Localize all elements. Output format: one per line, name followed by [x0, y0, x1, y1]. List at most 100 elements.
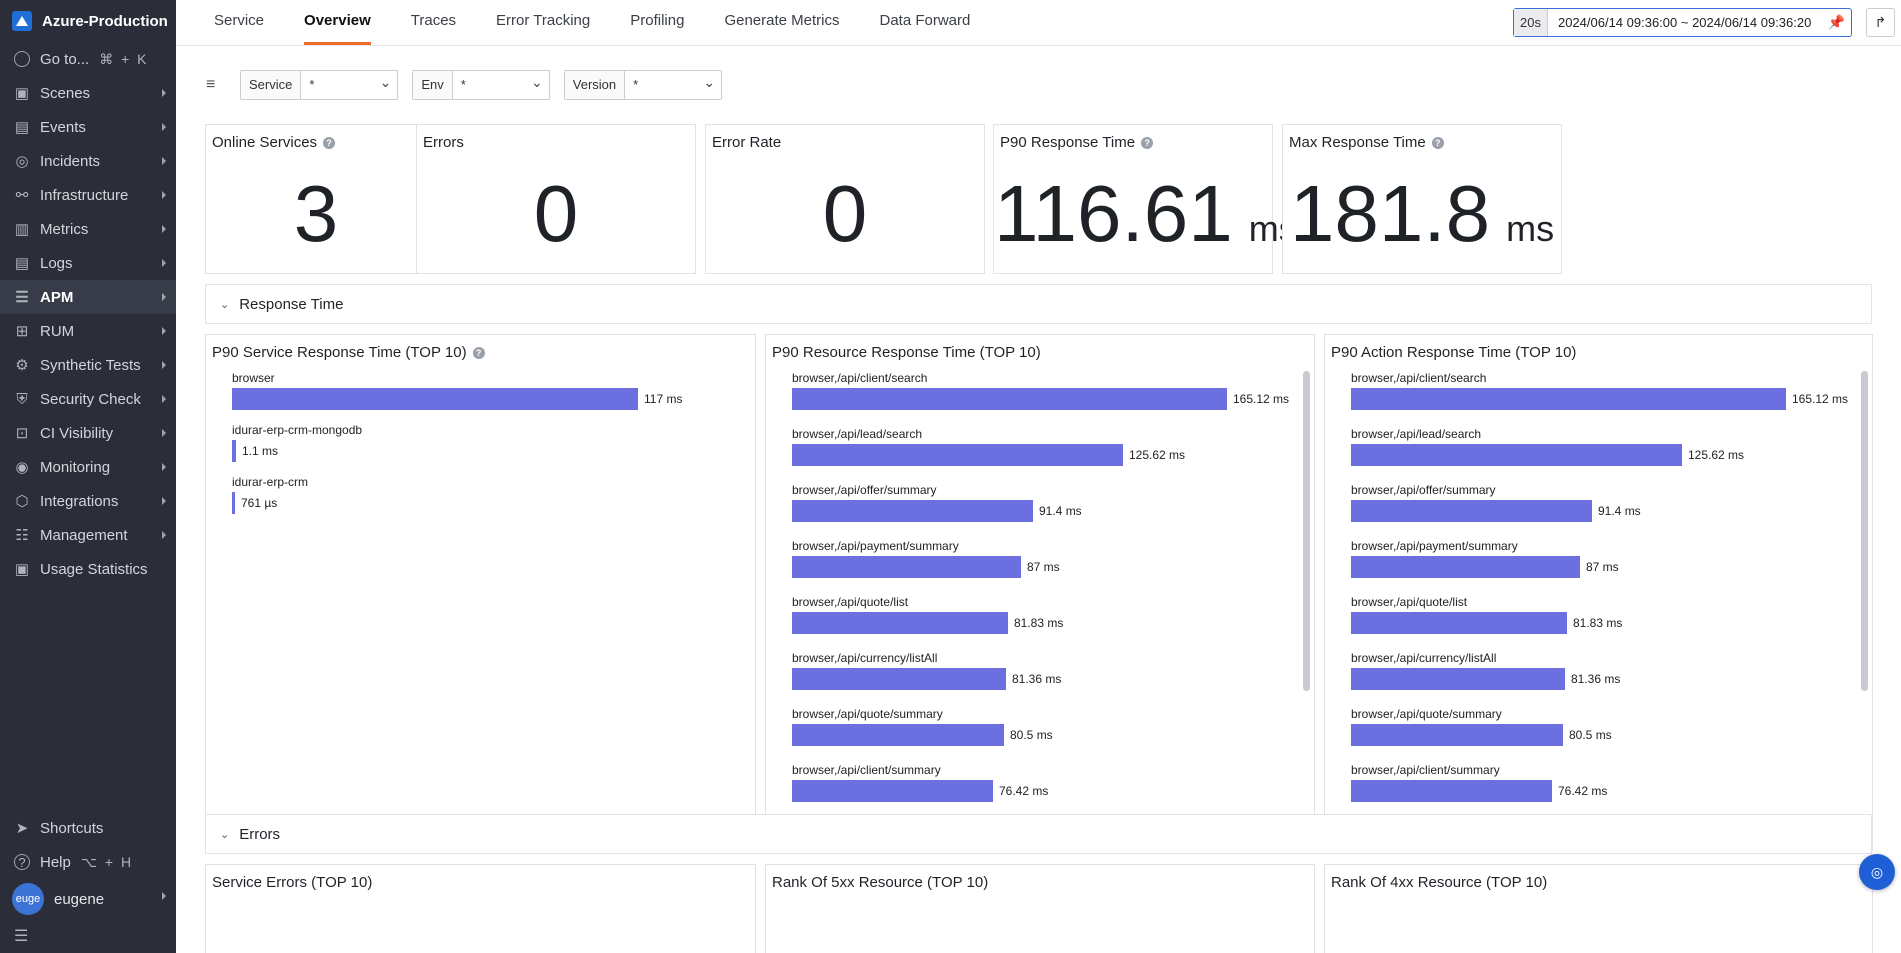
bar-row[interactable]: browser,/api/quote/list 81.83 ms: [792, 595, 1294, 651]
workspace-switcher[interactable]: Azure-Production: [0, 0, 176, 42]
tab-generate-metrics[interactable]: Generate Metrics: [724, 12, 840, 29]
user-menu[interactable]: euge eugene: [0, 879, 176, 919]
sidebar-item-synthetic-tests[interactable]: ⚙ Synthetic Tests: [0, 348, 176, 382]
bar[interactable]: [1351, 724, 1563, 746]
bar[interactable]: [792, 500, 1033, 522]
sidebar-item-management[interactable]: ☷ Management: [0, 518, 176, 552]
bar[interactable]: [232, 492, 235, 514]
sidebar-item-label: Logs: [40, 254, 73, 272]
filter-select[interactable]: *: [625, 68, 721, 99]
bar-row[interactable]: browser,/api/client/summary 76.42 ms: [1351, 763, 1852, 819]
bar-row[interactable]: browser,/api/quote/list 81.83 ms: [1351, 595, 1852, 651]
filter-select[interactable]: *: [453, 68, 549, 99]
sidebar-item-scenes[interactable]: ▣ Scenes: [0, 76, 176, 110]
scrollbar[interactable]: [1303, 371, 1311, 740]
sidebar-item-infrastructure[interactable]: ⚯ Infrastructure: [0, 178, 176, 212]
bar[interactable]: [1351, 500, 1592, 522]
bar[interactable]: [232, 388, 638, 410]
scrollbar-thumb[interactable]: [1861, 371, 1868, 691]
bar[interactable]: [1351, 668, 1565, 690]
bar[interactable]: [792, 724, 1004, 746]
filter-env[interactable]: Env *: [412, 68, 550, 100]
tab-traces[interactable]: Traces: [410, 12, 457, 29]
tab-overview[interactable]: Overview: [284, 0, 391, 46]
screenshot-feedback-button[interactable]: ◎: [1859, 854, 1895, 890]
bar-row[interactable]: idurar-erp-crm 761 µs: [232, 475, 735, 527]
sidebar-item-rum[interactable]: ⊞ RUM: [0, 314, 176, 348]
bar[interactable]: [792, 612, 1008, 634]
bar[interactable]: [1351, 780, 1552, 802]
filter-select[interactable]: *: [301, 68, 397, 99]
pin-icon[interactable]: 📌: [1827, 14, 1845, 30]
bar-row[interactable]: browser 117 ms: [232, 371, 735, 423]
bar-row[interactable]: browser,/api/currency/listAll 81.36 ms: [1351, 651, 1852, 707]
sidebar-item-events[interactable]: ▤ Events: [0, 110, 176, 144]
section-errors[interactable]: ⌄ Errors: [205, 814, 1872, 854]
scrollbar[interactable]: [1861, 371, 1869, 740]
user-name: eugene: [54, 890, 105, 908]
bar[interactable]: [792, 556, 1021, 578]
time-quick-range[interactable]: 20s: [1514, 9, 1548, 36]
tab-data-forward[interactable]: Data Forward: [879, 12, 971, 29]
bar-row[interactable]: browser,/api/client/search 165.12 ms: [1351, 371, 1852, 427]
bar[interactable]: [1351, 556, 1580, 578]
tab-profiling[interactable]: Profiling: [630, 12, 685, 29]
goto-search[interactable]: Go to... ⌘ + K: [0, 42, 176, 76]
shortcuts-link[interactable]: ➤ Shortcuts: [0, 811, 176, 845]
bar-label: browser,/api/quote/list: [792, 595, 909, 609]
tab-service[interactable]: Service: [214, 12, 265, 29]
bar-row[interactable]: browser,/api/lead/search 125.62 ms: [1351, 427, 1852, 483]
bar-row[interactable]: browser,/api/payment/summary 87 ms: [792, 539, 1294, 595]
bar-value-label: 91.4 ms: [1039, 504, 1082, 518]
bar-row[interactable]: browser,/api/offer/summary 91.4 ms: [1351, 483, 1852, 539]
help-icon[interactable]: ?: [1431, 136, 1444, 149]
bar-row[interactable]: browser,/api/quote/summary 80.5 ms: [792, 707, 1294, 763]
tab-error-tracking[interactable]: Error Tracking: [496, 12, 591, 29]
bar[interactable]: [232, 440, 236, 462]
bar[interactable]: [1351, 612, 1567, 634]
sidebar-item-apm[interactable]: ☰ APM: [0, 280, 176, 314]
share-button[interactable]: ↱: [1866, 8, 1895, 37]
bar-row[interactable]: browser,/api/lead/search 125.62 ms: [792, 427, 1294, 483]
bar-row[interactable]: browser,/api/quote/summary 80.5 ms: [1351, 707, 1852, 763]
time-range-picker[interactable]: 20s 2024/06/14 09:36:00 ~ 2024/06/14 09:…: [1513, 8, 1852, 37]
bar-row[interactable]: browser,/api/offer/summary 91.4 ms: [792, 483, 1294, 539]
help-link[interactable]: ? Help ⌥ + H: [0, 845, 176, 879]
sidebar-item-ci-visibility[interactable]: ⊡ CI Visibility: [0, 416, 176, 450]
bar[interactable]: [792, 668, 1006, 690]
events-icon: ▤: [14, 119, 30, 136]
sidebar-item-usage-statistics[interactable]: ▣ Usage Statistics: [0, 552, 176, 586]
bar[interactable]: [1351, 444, 1682, 466]
time-range-text[interactable]: 2024/06/14 09:36:00 ~ 2024/06/14 09:36:2…: [1557, 15, 1812, 30]
panel-action-response-time: P90 Action Response Time (TOP 10) browse…: [1324, 334, 1873, 851]
help-icon[interactable]: ?: [1141, 136, 1154, 149]
sidebar-item-incidents[interactable]: ◎ Incidents: [0, 144, 176, 178]
filter-service[interactable]: Service *: [240, 68, 399, 100]
bar-row[interactable]: idurar-erp-crm-mongodb 1.1 ms: [232, 423, 735, 475]
bar-value-label: 91.4 ms: [1598, 504, 1641, 518]
sidebar-item-integrations[interactable]: ⬡ Integrations: [0, 484, 176, 518]
help-icon[interactable]: ?: [323, 136, 336, 149]
bar[interactable]: [792, 388, 1227, 410]
bar-row[interactable]: browser,/api/client/search 165.12 ms: [792, 371, 1294, 427]
sidebar-item-security-check[interactable]: ⛨ Security Check: [0, 382, 176, 416]
bar-value-label: 81.36 ms: [1571, 672, 1621, 686]
bar-value-label: 117 ms: [644, 392, 683, 406]
bar-value-label: 87 ms: [1027, 560, 1060, 574]
bar-row[interactable]: browser,/api/payment/summary 87 ms: [1351, 539, 1852, 595]
sidebar-item-logs[interactable]: ▤ Logs: [0, 246, 176, 280]
help-icon[interactable]: ?: [472, 346, 485, 359]
bar[interactable]: [1351, 388, 1786, 410]
bar-row[interactable]: browser,/api/currency/listAll 81.36 ms: [792, 651, 1294, 707]
bar[interactable]: [792, 780, 993, 802]
sidebar-item-metrics[interactable]: ▥ Metrics: [0, 212, 176, 246]
bar-row[interactable]: browser,/api/client/summary 76.42 ms: [792, 763, 1294, 819]
collapse-sidebar-button[interactable]: ☰: [0, 919, 176, 953]
section-response-time[interactable]: ⌄ Response Time: [205, 284, 1872, 324]
scrollbar-thumb[interactable]: [1303, 371, 1310, 691]
section-title: Response Time: [239, 295, 344, 313]
filter-version[interactable]: Version *: [563, 68, 723, 100]
bar[interactable]: [792, 444, 1123, 466]
filter-icon[interactable]: ≡: [206, 76, 216, 93]
sidebar-item-monitoring[interactable]: ◉ Monitoring: [0, 450, 176, 484]
